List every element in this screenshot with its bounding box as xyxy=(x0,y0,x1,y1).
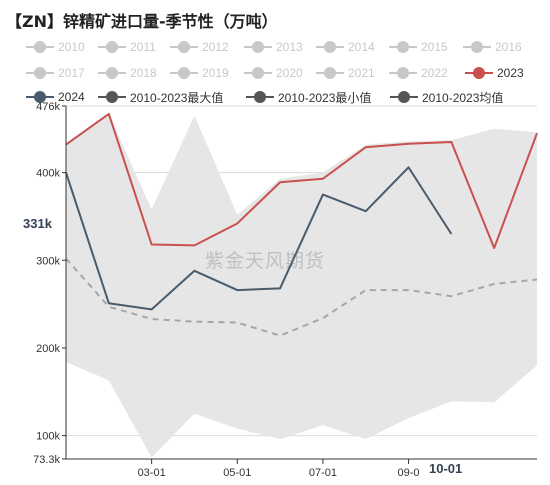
legend-label: 2017 xyxy=(58,66,85,80)
legend-label: 2016 xyxy=(495,40,522,54)
y-tick-label: 400k xyxy=(36,168,60,180)
legend-marker-icon xyxy=(389,41,417,53)
legend-label: 2010-2023最大值 xyxy=(130,90,224,105)
legend-label: 2018 xyxy=(130,66,157,80)
x-tick-label: 07-01 xyxy=(309,467,337,479)
y-tick-label: 100k xyxy=(36,431,60,443)
y-tick-label: 73.3k xyxy=(33,454,60,466)
legend-label: 2020 xyxy=(276,66,303,80)
legend-marker-icon xyxy=(390,91,418,103)
y-tick-label: 200k xyxy=(36,343,60,355)
legend-marker-icon xyxy=(463,41,491,53)
legend-item-2021[interactable]: 2021 xyxy=(316,64,375,82)
legend-marker-icon xyxy=(316,41,344,53)
legend-marker-icon xyxy=(170,67,198,79)
x-tick-label: 09-0 xyxy=(398,467,420,479)
legend-label: 2012 xyxy=(202,40,229,54)
series-line-2023 xyxy=(65,112,538,250)
legend-label: 2019 xyxy=(202,66,229,80)
legend-marker-icon xyxy=(244,41,272,53)
line-layer xyxy=(65,112,538,337)
legend-marker-icon xyxy=(98,41,126,53)
chart-title: 【ZN】锌精矿进口量-季节性（万吨） xyxy=(6,12,278,31)
legend-marker-icon xyxy=(389,67,417,79)
legend: 2010 2011 2012 2013 2014 2015 2016 2017 2018 2019… xyxy=(0,38,550,110)
legend-label: 2010-2023均值 xyxy=(422,90,504,105)
watermark: 紫金天风期货 xyxy=(205,250,326,272)
legend-item-2011[interactable]: 2011 xyxy=(98,38,156,56)
series-line-2010-2023均值 xyxy=(65,257,538,337)
legend-label: 2010 xyxy=(58,40,85,54)
legend-item-2024[interactable]: 2024 xyxy=(26,88,85,106)
x-tick-label: 05-01 xyxy=(223,467,251,479)
legend-label: 2013 xyxy=(276,40,303,54)
legend-item-2019[interactable]: 2019 xyxy=(170,64,229,82)
legend-marker-icon xyxy=(170,41,198,53)
band-layer xyxy=(65,113,538,458)
legend-label: 2014 xyxy=(348,40,375,54)
legend-marker-icon xyxy=(26,41,54,53)
x-tick-label: 03-01 xyxy=(138,467,166,479)
legend-item-2023[interactable]: 2023 xyxy=(465,64,524,82)
legend-item-2010-2023最大值[interactable]: 2010-2023最大值 xyxy=(98,88,223,106)
legend-item-2020[interactable]: 2020 xyxy=(244,64,303,82)
legend-item-2017[interactable]: 2017 xyxy=(26,64,85,82)
legend-label: 2021 xyxy=(348,66,375,80)
legend-item-2016[interactable]: 2016 xyxy=(463,38,522,56)
legend-item-2014[interactable]: 2014 xyxy=(316,38,375,56)
y-tick-label: 476k xyxy=(36,101,60,113)
legend-item-2015[interactable]: 2015 xyxy=(389,38,448,56)
legend-label: 2015 xyxy=(421,40,448,54)
min-max-band xyxy=(66,113,537,458)
legend-marker-icon xyxy=(98,67,126,79)
legend-item-2010-2023最小值[interactable]: 2010-2023最小值 xyxy=(246,88,371,106)
x-cursor-label: 10-01 xyxy=(426,461,466,476)
legend-item-2022[interactable]: 2022 xyxy=(389,64,448,82)
legend-label: 2022 xyxy=(421,66,448,80)
series-line-2024 xyxy=(65,166,453,311)
legend-item-2013[interactable]: 2013 xyxy=(244,38,303,56)
legend-item-2010-2023均值[interactable]: 2010-2023均值 xyxy=(390,88,503,106)
legend-marker-icon xyxy=(98,91,126,103)
legend-item-2012[interactable]: 2012 xyxy=(170,38,229,56)
legend-label: 2024 xyxy=(58,90,85,104)
legend-item-2010[interactable]: 2010 xyxy=(26,38,85,56)
legend-label: 2011 xyxy=(130,40,156,54)
legend-item-2018[interactable]: 2018 xyxy=(98,64,157,82)
legend-marker-icon xyxy=(26,91,54,103)
legend-marker-icon xyxy=(246,91,274,103)
axis-layer: 476k 400k 300k 200k 100k 73.3k 03-01 05-01 07-01… xyxy=(33,101,537,479)
legend-label: 2023 xyxy=(497,66,524,80)
legend-marker-icon xyxy=(316,67,344,79)
y-cursor-label: 331k xyxy=(20,215,55,232)
legend-label: 2010-2023最小值 xyxy=(278,90,372,105)
legend-marker-icon xyxy=(244,67,272,79)
y-tick-label: 300k xyxy=(36,255,60,267)
legend-marker-icon xyxy=(26,67,54,79)
legend-marker-icon xyxy=(465,67,493,79)
